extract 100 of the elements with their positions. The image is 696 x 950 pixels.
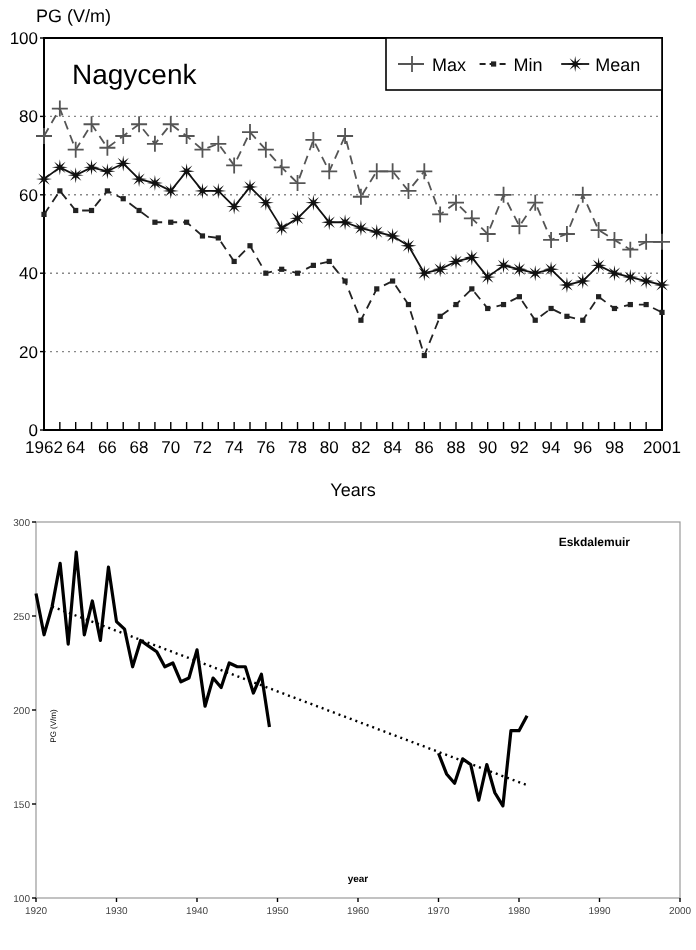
point: [643, 301, 649, 308]
point: [527, 265, 544, 282]
point: [256, 140, 275, 159]
point: [431, 205, 450, 224]
point: [99, 163, 116, 180]
point: [115, 155, 132, 172]
x-tick-label: 82: [351, 437, 371, 457]
x-tick-label: 86: [414, 437, 435, 457]
point: [495, 257, 512, 274]
point: [485, 305, 491, 312]
y-tick-label: 80: [19, 106, 39, 127]
point: [73, 207, 79, 214]
point: [462, 209, 481, 228]
point: [263, 270, 269, 276]
legend-label: Min: [513, 55, 543, 75]
point: [548, 305, 554, 312]
point: [621, 240, 640, 259]
x-tick-label: 88: [446, 437, 466, 457]
point: [627, 301, 633, 308]
point: [304, 131, 323, 149]
point: [511, 261, 528, 278]
point: [447, 193, 465, 212]
point: [432, 261, 449, 278]
point: [215, 235, 221, 241]
point: [326, 258, 332, 265]
point: [405, 301, 412, 308]
point: [294, 270, 301, 276]
point: [622, 269, 639, 286]
point: [279, 266, 285, 272]
point: [421, 352, 427, 359]
point: [590, 257, 607, 274]
point: [574, 273, 591, 290]
x-tick-label: 72: [192, 437, 213, 457]
legend-label: Max: [432, 55, 467, 75]
point: [367, 162, 386, 181]
point: [400, 237, 417, 254]
point: [168, 219, 174, 225]
point: [500, 301, 507, 308]
point: [516, 294, 522, 300]
point: [289, 210, 306, 227]
legend-label: Mean: [595, 55, 641, 75]
point: [542, 230, 560, 249]
point: [41, 211, 47, 217]
x-tick-label: 1962: [25, 437, 64, 457]
x-axis-title: Years: [330, 480, 377, 500]
point: [288, 174, 307, 192]
point: [384, 227, 401, 244]
point: [510, 217, 529, 236]
point: [272, 158, 291, 177]
point: [415, 162, 434, 181]
point: [193, 140, 212, 159]
point: [88, 207, 95, 214]
point: [199, 233, 206, 239]
point: [336, 127, 354, 145]
point: [231, 258, 237, 265]
point: [596, 294, 602, 300]
point: [152, 219, 158, 225]
y-tick-label: 100: [9, 27, 39, 48]
point: [35, 127, 53, 145]
point: [178, 163, 195, 180]
point: [383, 162, 402, 181]
x-tick-label: 98: [604, 437, 625, 457]
point: [543, 261, 560, 278]
point: [162, 182, 179, 199]
x-tick-label: 66: [97, 437, 118, 457]
x-tick-label: 2001: [643, 437, 682, 457]
point: [177, 127, 196, 145]
x-tick-label: 94: [541, 437, 562, 457]
point: [273, 220, 290, 237]
point: [98, 138, 117, 157]
point: [558, 225, 576, 243]
point: [453, 301, 459, 308]
point: [120, 196, 126, 202]
point: [399, 181, 418, 200]
x-tick-label: 90: [478, 437, 498, 457]
point: [478, 225, 497, 243]
point: [305, 194, 322, 211]
point: [320, 162, 339, 181]
point: [66, 140, 85, 159]
x-tick-label: 84: [383, 437, 403, 457]
point: [342, 278, 348, 284]
point: [242, 178, 258, 195]
point: [532, 317, 538, 323]
point: [337, 214, 354, 231]
point: [526, 193, 545, 212]
point: [448, 253, 464, 270]
point: [605, 230, 624, 249]
point: [463, 249, 480, 266]
x-tick-label: 70: [161, 437, 181, 457]
y-tick-label: 40: [19, 263, 39, 284]
point: [161, 115, 180, 134]
point: [390, 278, 396, 284]
point: [226, 198, 243, 215]
point: [184, 219, 190, 225]
point: [83, 159, 100, 176]
point: [637, 232, 656, 251]
point: [57, 188, 63, 194]
point: [638, 273, 655, 290]
point: [494, 185, 513, 204]
point: [82, 115, 101, 134]
